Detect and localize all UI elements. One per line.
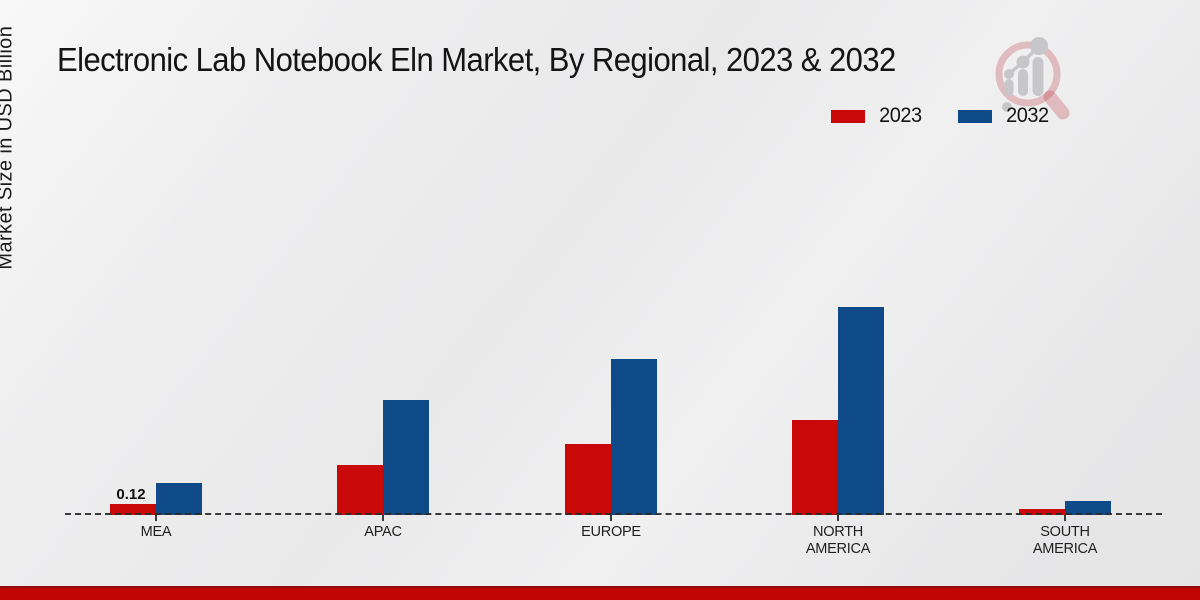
bar-2032-north-america [837, 307, 884, 515]
bar-value-label: 0.12 [116, 486, 146, 503]
legend-swatch-2023 [830, 109, 865, 123]
x-axis-category-label: APAC [364, 523, 403, 540]
bar-2023-europe [564, 444, 611, 515]
x-axis-category-label: MEA [140, 523, 172, 540]
x-axis-tick [1064, 515, 1066, 521]
x-axis-tick [836, 515, 839, 521]
x-axis-category-label: EUROPE [580, 523, 641, 540]
x-axis-tick [382, 515, 385, 521]
legend-item-2032: 2032 [958, 104, 1050, 128]
bar-2032-apac [383, 400, 430, 515]
bar-2023-north-america [791, 420, 838, 515]
legend-swatch-2032 [958, 109, 993, 123]
x-axis-baseline [65, 513, 1162, 515]
bar-2023-apac [337, 465, 384, 515]
footer-accent-strip [0, 586, 1200, 600]
legend-item-2023: 2023 [830, 104, 923, 128]
legend-label-2032: 2032 [1006, 104, 1049, 127]
legend-label-2023: 2023 [878, 104, 922, 127]
legend: 2023 2032 [830, 104, 1050, 128]
bar-2023-south-america [1019, 509, 1065, 515]
magnifier-bar-chart-logo-icon [995, 37, 1070, 120]
x-axis-tick [155, 515, 157, 521]
bar-2023-mea [110, 504, 156, 515]
x-axis-category-label: SOUTH AMERICA [1032, 523, 1098, 557]
chart-title: Electronic Lab Notebook Eln Market, By R… [57, 41, 896, 78]
bar-2032-europe [610, 359, 657, 515]
x-axis-tick [609, 515, 612, 521]
bar-2032-south-america [1065, 501, 1111, 515]
bar-2032-mea [156, 483, 202, 515]
x-axis-category-label: NORTH AMERICA [805, 523, 871, 557]
